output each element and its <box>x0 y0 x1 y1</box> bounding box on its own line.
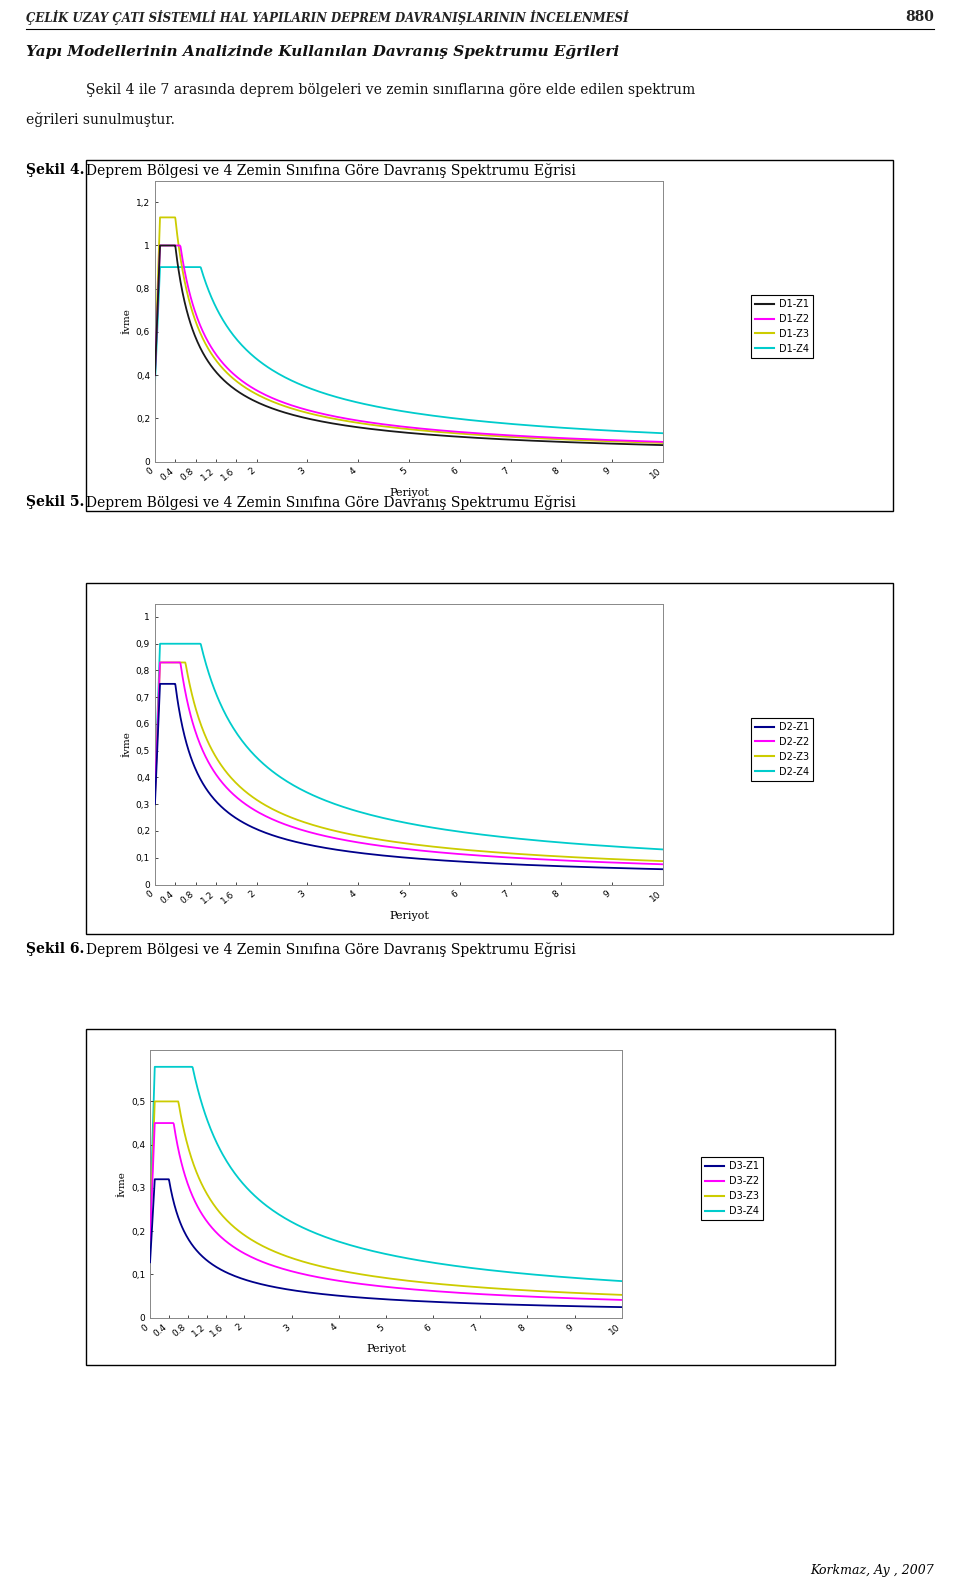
Text: Deprem Bölgesi ve 4 Zemin Sınıfına Göre Davranış Spektrumu Eğrisi: Deprem Bölgesi ve 4 Zemin Sınıfına Göre … <box>86 942 576 956</box>
Y-axis label: İvme: İvme <box>118 1170 127 1197</box>
Text: Şekil 5.: Şekil 5. <box>26 495 84 509</box>
X-axis label: Periyot: Periyot <box>389 911 429 921</box>
Text: Deprem Bölgesi ve 4 Zemin Sınıfına Göre Davranış Spektrumu Eğrisi: Deprem Bölgesi ve 4 Zemin Sınıfına Göre … <box>86 495 576 509</box>
Y-axis label: İvme: İvme <box>123 308 132 334</box>
Text: Şekil 4 ile 7 arasında deprem bölgeleri ve zemin sınıflarına göre elde edilen sp: Şekil 4 ile 7 arasında deprem bölgeleri … <box>86 83 696 97</box>
Legend: D1-Z1, D1-Z2, D1-Z3, D1-Z4: D1-Z1, D1-Z2, D1-Z3, D1-Z4 <box>751 295 813 358</box>
Y-axis label: İvme: İvme <box>123 731 132 757</box>
Text: Deprem Bölgesi ve 4 Zemin Sınıfına Göre Davranış Spektrumu Eğrisi: Deprem Bölgesi ve 4 Zemin Sınıfına Göre … <box>86 163 576 177</box>
Text: Korkmaz, Ay , 2007: Korkmaz, Ay , 2007 <box>810 1564 934 1577</box>
Text: Şekil 6.: Şekil 6. <box>26 942 84 956</box>
X-axis label: Periyot: Periyot <box>389 488 429 498</box>
Text: Yapı Modellerinin Analizinde Kullanılan Davranış Spektrumu Eğrileri: Yapı Modellerinin Analizinde Kullanılan … <box>26 45 619 59</box>
X-axis label: Periyot: Periyot <box>366 1344 406 1355</box>
Legend: D2-Z1, D2-Z2, D2-Z3, D2-Z4: D2-Z1, D2-Z2, D2-Z3, D2-Z4 <box>751 718 813 780</box>
Text: Şekil 4.: Şekil 4. <box>26 163 84 177</box>
Legend: D3-Z1, D3-Z2, D3-Z3, D3-Z4: D3-Z1, D3-Z2, D3-Z3, D3-Z4 <box>701 1157 763 1219</box>
Text: eğrileri sunulmuştur.: eğrileri sunulmuştur. <box>26 112 175 126</box>
Text: 880: 880 <box>905 11 934 24</box>
Text: ÇELİK UZAY ÇATI SİSTEMLİ HAL YAPILARIN DEPREM DAVRANIŞLARININ İNCELENMESİ: ÇELİK UZAY ÇATI SİSTEMLİ HAL YAPILARIN D… <box>26 11 629 26</box>
